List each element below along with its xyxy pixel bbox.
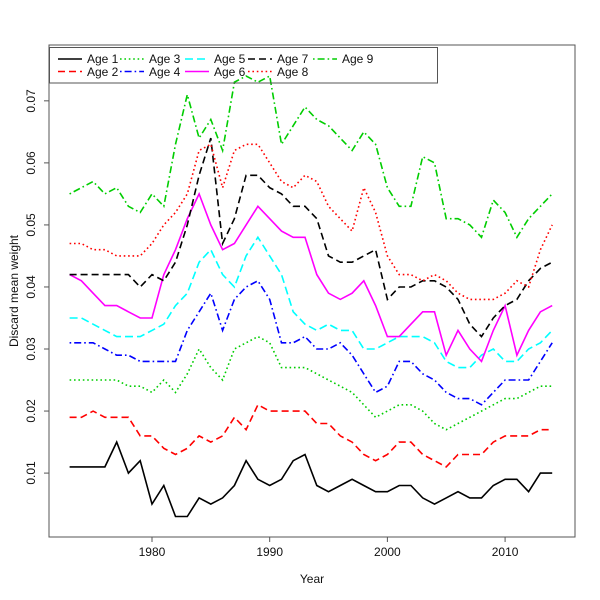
series-line-age-9 [69,74,553,239]
series-line-age-7 [69,137,553,338]
series-line-age-4 [69,279,553,406]
series-line-age-1 [69,440,553,518]
series-line-age-3 [69,335,553,431]
series-line-age-5 [69,235,553,369]
series-line-age-2 [69,403,553,468]
legend-box [49,47,438,84]
series-line-age-6 [69,191,553,363]
plot-border [48,44,576,538]
series-line-age-8 [69,143,553,301]
